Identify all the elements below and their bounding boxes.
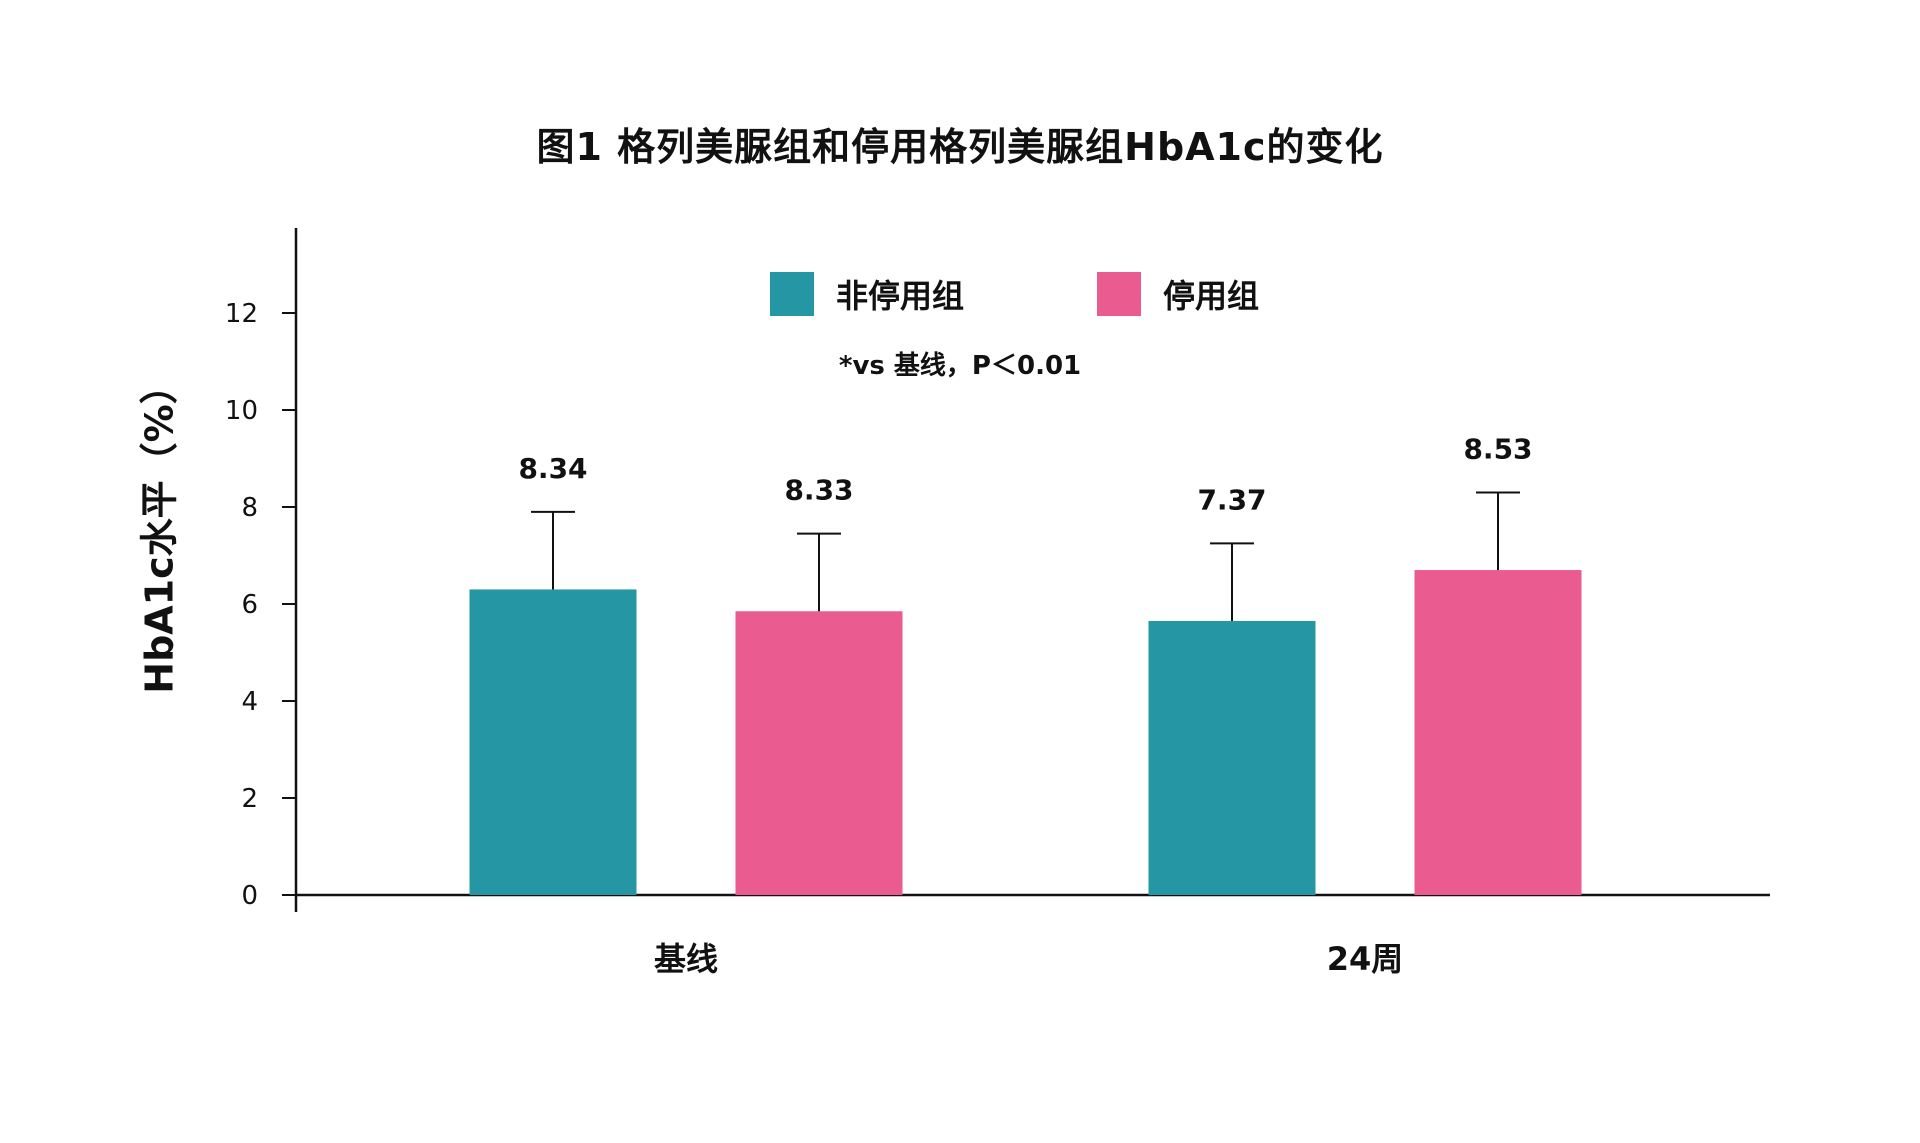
- legend-swatch-series-2: [1097, 272, 1141, 316]
- bar: [1148, 620, 1316, 895]
- y-tick-label: 10: [225, 396, 258, 426]
- y-tick-label: 2: [241, 784, 258, 814]
- significance-note: *vs 基线，P＜0.01: [838, 351, 1082, 381]
- legend-label-series-1: 非停用组: [836, 277, 965, 315]
- x-category-label: 24周: [1327, 940, 1404, 978]
- data-label: 8.34: [518, 452, 587, 485]
- data-label: 8.53: [1463, 432, 1532, 465]
- data-label: 7.37: [1197, 483, 1266, 516]
- legend-item-series-1: 非停用组: [770, 272, 964, 316]
- chart-title: 图1 格列美脲组和停用格列美脲组HbA1c的变化: [536, 125, 1384, 169]
- y-tick-label: 0: [241, 881, 258, 911]
- data-label: 8.33: [784, 474, 853, 507]
- y-tick-label: 4: [241, 687, 258, 717]
- x-category-label: 基线: [654, 940, 718, 978]
- bar: [735, 611, 903, 895]
- y-tick-label: 12: [225, 299, 258, 329]
- bar: [1414, 570, 1582, 895]
- bar: [469, 589, 637, 895]
- y-tick-label: 6: [241, 590, 258, 620]
- legend-label-series-2: 停用组: [1163, 277, 1260, 315]
- legend-item-series-2: 停用组: [1097, 272, 1259, 316]
- legend-swatch-series-1: [770, 272, 814, 316]
- y-tick-label: 8: [241, 493, 258, 523]
